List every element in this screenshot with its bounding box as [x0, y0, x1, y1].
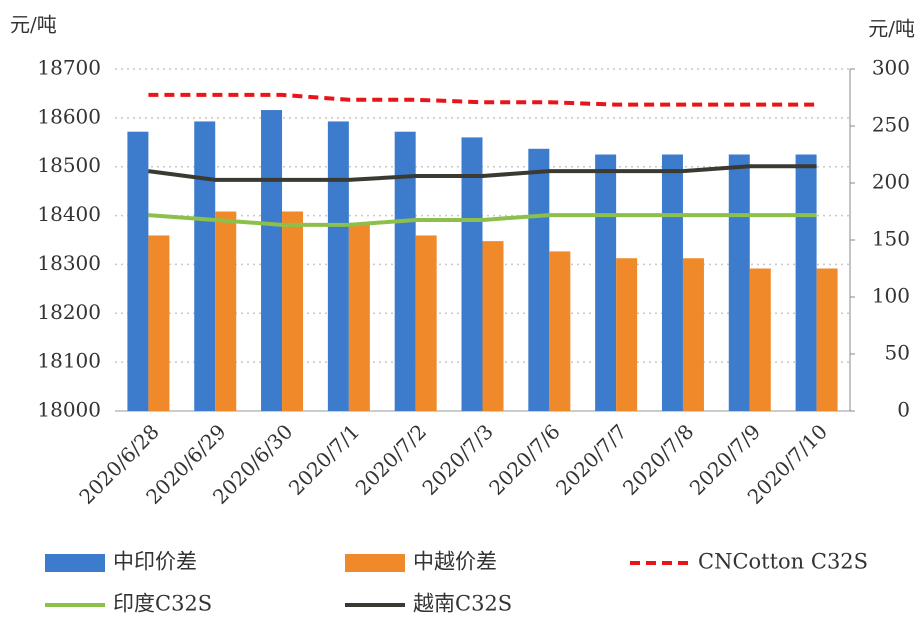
- bar: [528, 148, 550, 412]
- y2-tick-label: 50: [885, 341, 910, 365]
- bar: [215, 211, 237, 411]
- bar: [194, 121, 216, 411]
- bar: [549, 251, 571, 411]
- y-tick-label: 18600: [37, 104, 101, 128]
- bar: [728, 154, 750, 411]
- x-tick-label: 2020/7/6: [484, 419, 564, 499]
- legend-label: 中印价差: [113, 550, 197, 574]
- bar: [661, 154, 683, 411]
- bar: [394, 131, 416, 411]
- y2-tick-label: 100: [872, 284, 910, 308]
- y-tick-label: 18700: [37, 56, 101, 80]
- y2-tick-label: 0: [897, 398, 910, 422]
- bar: [461, 137, 483, 411]
- legend-label: 中越价差: [413, 550, 497, 574]
- bar: [749, 268, 771, 411]
- bar: [595, 154, 617, 411]
- y2-axis-label: 元/吨: [868, 17, 915, 41]
- y2-tick-label: 250: [872, 113, 910, 137]
- x-tick-label: 2020/7/7: [551, 419, 631, 499]
- bar: [682, 258, 704, 411]
- y-tick-label: 18000: [37, 398, 101, 422]
- bar: [148, 235, 170, 411]
- y-tick-label: 18500: [37, 153, 101, 177]
- legend-swatch: [45, 554, 105, 572]
- legend-label: 越南C32S: [413, 592, 512, 616]
- bar: [127, 131, 149, 411]
- x-tick-label: 2020/7/8: [618, 419, 698, 499]
- y-axis-label: 元/吨: [10, 13, 57, 37]
- bar: [816, 268, 838, 411]
- x-tick-label: 2020/7/1: [284, 419, 364, 499]
- bar: [282, 211, 304, 411]
- y2-tick-label: 150: [872, 227, 910, 251]
- line: [148, 213, 817, 227]
- bar: [616, 258, 638, 411]
- legend-label: 印度C32S: [113, 592, 212, 616]
- y-tick-label: 18100: [37, 349, 101, 373]
- y-tick-label: 18200: [37, 300, 101, 324]
- bar: [415, 235, 437, 411]
- bar: [482, 241, 504, 411]
- line: [148, 164, 817, 182]
- y2-tick-label: 300: [872, 56, 910, 80]
- legend-swatch: [345, 554, 405, 572]
- y-tick-label: 18300: [37, 251, 101, 275]
- y-tick-label: 18400: [37, 202, 101, 226]
- bar: [327, 121, 349, 411]
- legend-label: CNCotton C32S: [698, 550, 868, 574]
- x-tick-label: 2020/7/3: [417, 419, 497, 499]
- x-tick-label: 2020/7/2: [351, 419, 431, 499]
- bar: [795, 154, 817, 411]
- line: [148, 92, 817, 107]
- y2-tick-label: 200: [872, 170, 910, 194]
- bar: [261, 110, 283, 411]
- bar: [348, 222, 370, 411]
